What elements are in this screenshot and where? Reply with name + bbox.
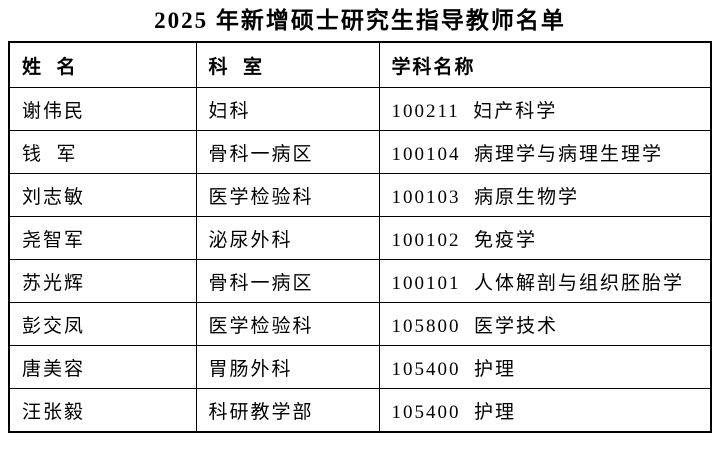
header-cell-discipline: 学科名称: [378, 41, 712, 88]
cell-department: 科研教学部: [195, 388, 380, 433]
header-cell-department: 科 室: [195, 41, 380, 88]
cell-discipline: 100102 免疫学: [378, 216, 712, 260]
header-row: 姓 名 科 室 学科名称: [8, 41, 712, 88]
cell-name: 谢伟民: [8, 87, 197, 131]
cell-name: 刘志敏: [8, 173, 197, 217]
cell-discipline: 100103 病原生物学: [378, 173, 712, 217]
table-row: 刘志敏 医学检验科 100103 病原生物学: [8, 173, 712, 217]
table-row: 钱 军 骨科一病区 100104 病理学与病理生理学: [8, 130, 712, 174]
cell-name: 尧智军: [8, 216, 197, 260]
cell-discipline: 100104 病理学与病理生理学: [378, 130, 712, 174]
document-title: 2025 年新增硕士研究生指导教师名单: [154, 8, 566, 33]
cell-name: 唐美容: [8, 345, 197, 389]
cell-name: 苏光辉: [8, 259, 197, 303]
cell-name: 钱 军: [8, 130, 197, 174]
table-row: 唐美容 胃肠外科 105400 护理: [8, 345, 712, 389]
cell-name: 汪张毅: [8, 388, 197, 433]
cell-discipline: 105400 护理: [378, 345, 712, 389]
cell-department: 泌尿外科: [195, 216, 380, 260]
cell-department: 胃肠外科: [195, 345, 380, 389]
table-row: 谢伟民 妇科 100211 妇产科学: [8, 87, 712, 131]
cell-discipline: 100211 妇产科学: [378, 87, 712, 131]
header-cell-name: 姓 名: [8, 41, 197, 88]
cell-discipline: 105400 护理: [378, 388, 712, 433]
cell-discipline: 105800 医学技术: [378, 302, 712, 346]
cell-name: 彭交凤: [8, 302, 197, 346]
cell-department: 骨科一病区: [195, 259, 380, 303]
table-row: 彭交凤 医学检验科 105800 医学技术: [8, 302, 712, 346]
supervisors-table: 姓 名 科 室 学科名称 谢伟民 妇科 100211 妇产科学 钱 军 骨科一病…: [8, 41, 712, 433]
cell-department: 医学检验科: [195, 302, 380, 346]
cell-department: 医学检验科: [195, 173, 380, 217]
cell-department: 骨科一病区: [195, 130, 380, 174]
cell-department: 妇科: [195, 87, 380, 131]
table-row: 苏光辉 骨科一病区 100101 人体解剖与组织胚胎学: [8, 259, 712, 303]
table-row: 汪张毅 科研教学部 105400 护理: [8, 388, 712, 433]
cell-discipline: 100101 人体解剖与组织胚胎学: [378, 259, 712, 303]
table-row: 尧智军 泌尿外科 100102 免疫学: [8, 216, 712, 260]
document-page: 2025 年新增硕士研究生指导教师名单 姓 名 科 室 学科名称 谢伟民 妇科 …: [0, 5, 720, 449]
